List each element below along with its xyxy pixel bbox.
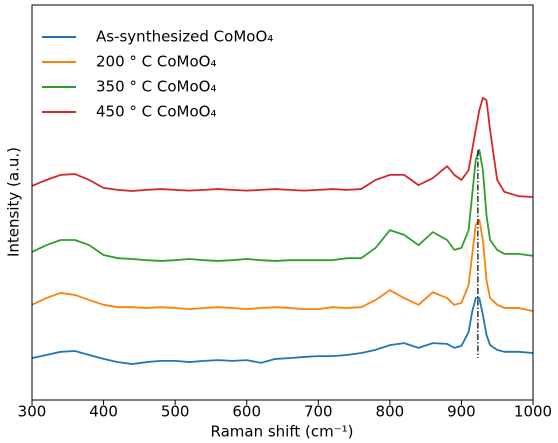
x-tick-label: 400 <box>89 403 118 421</box>
series-line <box>31 218 534 313</box>
series-line <box>31 149 534 262</box>
x-axis-label: Raman shift (cm⁻¹) <box>210 423 353 441</box>
x-tick-label: 1000 <box>514 403 552 421</box>
x-tick-label: 300 <box>18 403 47 421</box>
legend-label: 200 ° C CoMoO₄ <box>96 53 217 71</box>
x-tick-label: 800 <box>376 403 405 421</box>
legend-label: 350 ° C CoMoO₄ <box>96 78 217 96</box>
x-tick-label: 900 <box>447 403 476 421</box>
series-line <box>31 96 534 198</box>
x-tick-label: 700 <box>304 403 333 421</box>
plot-frame <box>31 4 534 401</box>
y-axis-label: Intensity (a.u.) <box>5 147 23 257</box>
series-line <box>31 297 534 365</box>
legend-label: As-synthesized CoMoO₄ <box>96 28 273 46</box>
x-tick-label: 500 <box>161 403 190 421</box>
x-tick-label: 600 <box>232 403 261 421</box>
legend-label: 450 ° C CoMoO₄ <box>96 103 217 121</box>
